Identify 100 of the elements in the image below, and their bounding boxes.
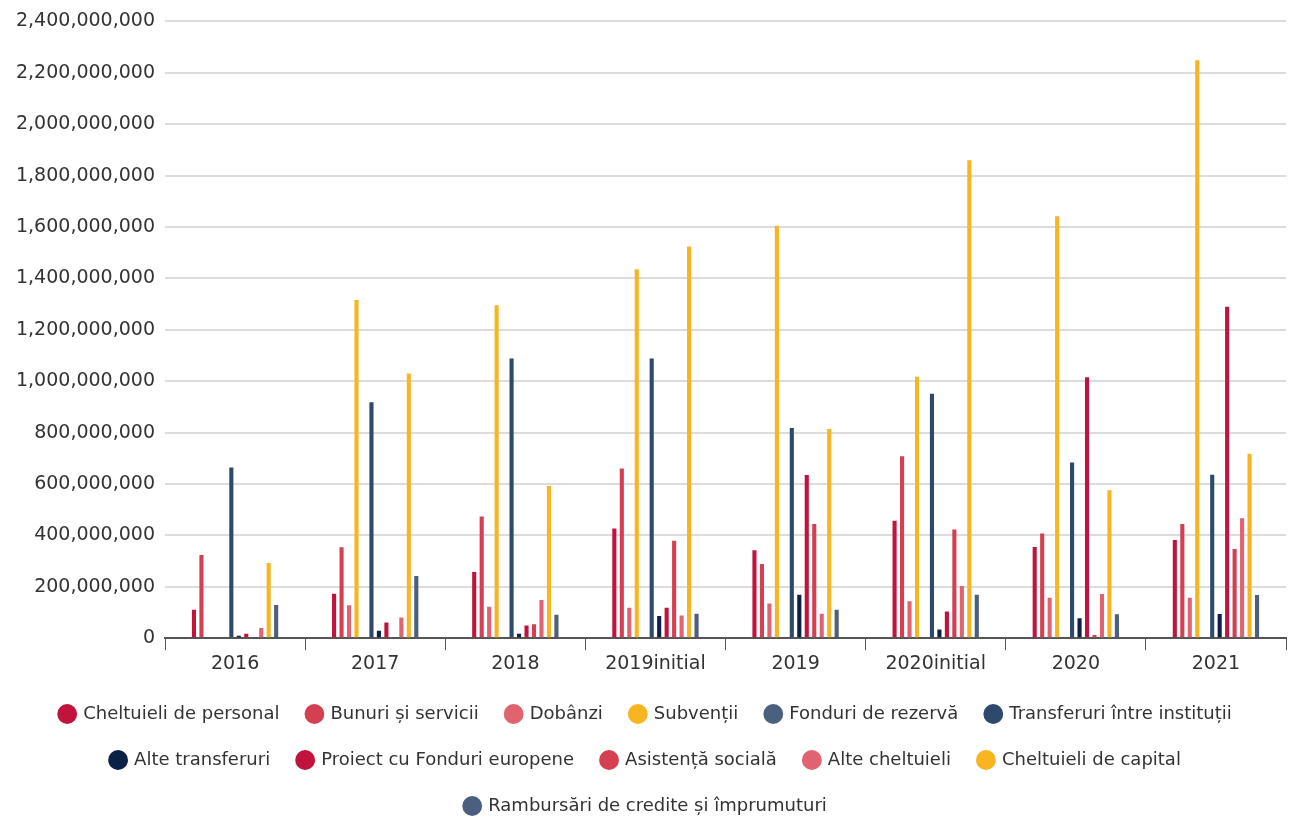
legend-label: Proiect cu Fonduri europene bbox=[321, 747, 575, 769]
legend-label: Cheltuieli de personal bbox=[83, 701, 280, 723]
legend-label: Transferuri între instituții bbox=[1008, 701, 1232, 723]
bar bbox=[627, 607, 632, 638]
bar bbox=[406, 373, 411, 638]
bar bbox=[914, 376, 920, 638]
bar bbox=[524, 625, 529, 638]
bar bbox=[1187, 597, 1192, 638]
bar bbox=[672, 540, 677, 638]
legend-label: Fonduri de rezervă bbox=[789, 701, 959, 723]
bar bbox=[1217, 614, 1222, 638]
bar bbox=[819, 613, 824, 638]
bar bbox=[539, 599, 544, 638]
legend-label: Alte transferuri bbox=[134, 747, 271, 769]
bar bbox=[952, 529, 957, 638]
bar bbox=[1092, 635, 1097, 638]
bar bbox=[191, 609, 197, 638]
bar bbox=[834, 609, 839, 638]
x-tick-label: 2016 bbox=[210, 650, 260, 673]
bar bbox=[274, 605, 279, 638]
bar bbox=[414, 576, 419, 638]
bar bbox=[1077, 618, 1082, 638]
y-tick-label: 1,600,000,000 bbox=[15, 213, 155, 236]
y-tick-label: 0 bbox=[142, 625, 155, 648]
bar bbox=[759, 563, 764, 638]
bar bbox=[487, 606, 492, 638]
bar bbox=[797, 594, 802, 638]
y-tick-label: 2,400,000,000 bbox=[15, 8, 155, 31]
bar bbox=[1070, 462, 1075, 638]
bar bbox=[346, 605, 352, 638]
y-tick-label: 1,400,000,000 bbox=[15, 265, 155, 288]
y-tick-label: 1,000,000,000 bbox=[15, 368, 155, 391]
legend-label: Asistență socială bbox=[625, 747, 777, 769]
bar bbox=[959, 586, 964, 638]
bar bbox=[531, 624, 537, 638]
bar bbox=[1247, 453, 1252, 638]
y-tick-label: 400,000,000 bbox=[34, 522, 155, 545]
bar bbox=[1040, 533, 1045, 638]
bar bbox=[944, 611, 949, 638]
bar bbox=[619, 468, 624, 638]
bar bbox=[369, 402, 374, 638]
bar bbox=[1254, 595, 1260, 638]
legend-label: Subvenții bbox=[653, 701, 739, 723]
bar bbox=[1107, 490, 1112, 638]
bar bbox=[767, 603, 772, 638]
legend-label: Rambursări de credite și împrumuturi bbox=[488, 793, 827, 815]
legend-label: Bunuri și servicii bbox=[330, 701, 479, 723]
x-tick-label: 2021 bbox=[1191, 650, 1241, 673]
bar bbox=[1225, 306, 1230, 638]
bar bbox=[1055, 216, 1060, 638]
bar bbox=[479, 516, 484, 638]
bar bbox=[774, 225, 779, 638]
bar bbox=[472, 571, 477, 638]
bar bbox=[199, 554, 204, 638]
bar bbox=[752, 550, 757, 638]
bar bbox=[1099, 594, 1105, 638]
bar bbox=[1047, 597, 1052, 638]
bar bbox=[1180, 524, 1185, 638]
bar bbox=[812, 524, 817, 638]
bar bbox=[789, 427, 794, 638]
bar bbox=[649, 358, 654, 638]
bar bbox=[664, 607, 669, 638]
bar bbox=[679, 615, 684, 638]
bar bbox=[1210, 474, 1215, 638]
bar bbox=[657, 616, 662, 638]
bar bbox=[827, 429, 832, 638]
x-tick-label: 2019 bbox=[771, 650, 820, 673]
bar bbox=[384, 622, 389, 638]
bar bbox=[967, 160, 972, 638]
bar bbox=[634, 269, 639, 638]
bar bbox=[354, 299, 359, 638]
bar bbox=[929, 393, 935, 638]
bar bbox=[509, 358, 514, 638]
legend-label: Dobânzi bbox=[529, 701, 603, 723]
x-tick-label: 2020 bbox=[1051, 650, 1100, 673]
x-tick-label: 2018 bbox=[491, 650, 540, 673]
bar bbox=[1232, 549, 1237, 638]
y-tick-label: 800,000,000 bbox=[34, 419, 155, 442]
x-tick-label: 2017 bbox=[351, 650, 400, 673]
bar bbox=[1032, 546, 1037, 638]
y-tick-label: 2,200,000,000 bbox=[15, 59, 155, 82]
bar bbox=[694, 613, 699, 638]
legend-label: Alte cheltuieli bbox=[827, 747, 951, 769]
bar bbox=[974, 594, 979, 638]
bar bbox=[612, 528, 617, 638]
bar bbox=[399, 617, 404, 638]
bar bbox=[339, 547, 344, 638]
y-tick-label: 1,800,000,000 bbox=[15, 162, 155, 185]
bar bbox=[1195, 60, 1200, 638]
bar bbox=[1172, 540, 1177, 638]
bar bbox=[229, 467, 234, 638]
bar bbox=[1114, 614, 1119, 638]
bar bbox=[266, 562, 271, 638]
x-tick-label: 2020initial bbox=[885, 650, 986, 673]
y-tick-label: 200,000,000 bbox=[34, 573, 155, 596]
bar bbox=[259, 627, 264, 638]
bar bbox=[1240, 518, 1245, 638]
legend-label: Cheltuieli de capital bbox=[1001, 747, 1181, 769]
bar bbox=[332, 593, 337, 638]
bar bbox=[687, 246, 692, 638]
